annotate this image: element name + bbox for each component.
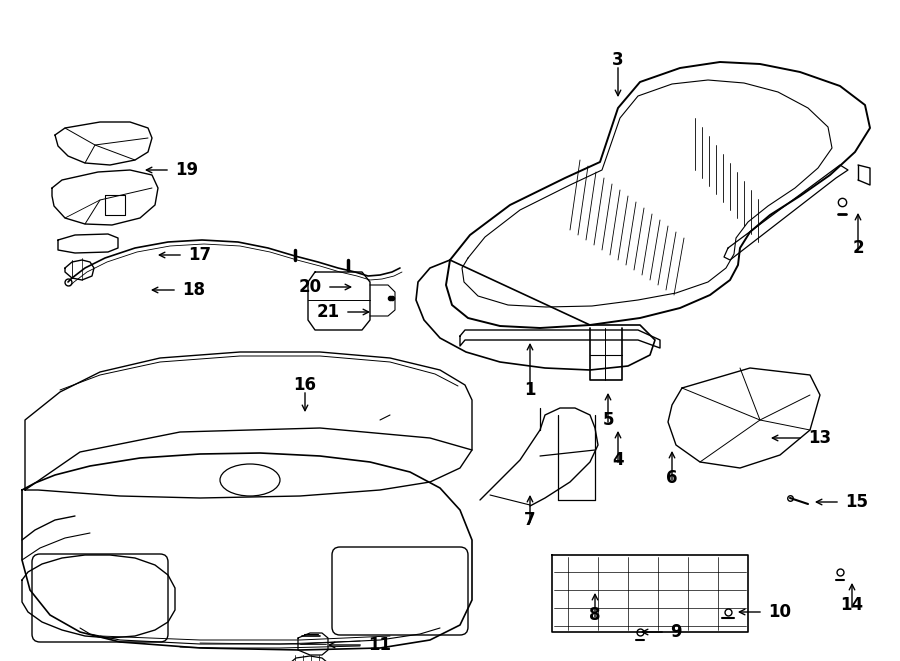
Text: 6: 6 — [666, 469, 678, 487]
Text: 13: 13 — [808, 429, 831, 447]
Text: 21: 21 — [317, 303, 340, 321]
Text: 5: 5 — [602, 411, 614, 429]
Text: 20: 20 — [299, 278, 322, 296]
Text: 19: 19 — [175, 161, 198, 179]
Text: 4: 4 — [612, 451, 624, 469]
Text: 8: 8 — [590, 606, 601, 624]
Text: 2: 2 — [852, 239, 864, 257]
Text: 7: 7 — [524, 511, 536, 529]
Text: 10: 10 — [768, 603, 791, 621]
Text: 14: 14 — [841, 596, 864, 614]
Text: 3: 3 — [612, 51, 624, 69]
Text: 1: 1 — [524, 381, 536, 399]
Text: 17: 17 — [188, 246, 212, 264]
Text: 11: 11 — [368, 636, 391, 654]
Text: 18: 18 — [182, 281, 205, 299]
Text: 9: 9 — [670, 623, 681, 641]
Text: 16: 16 — [293, 376, 317, 394]
Text: 15: 15 — [845, 493, 868, 511]
